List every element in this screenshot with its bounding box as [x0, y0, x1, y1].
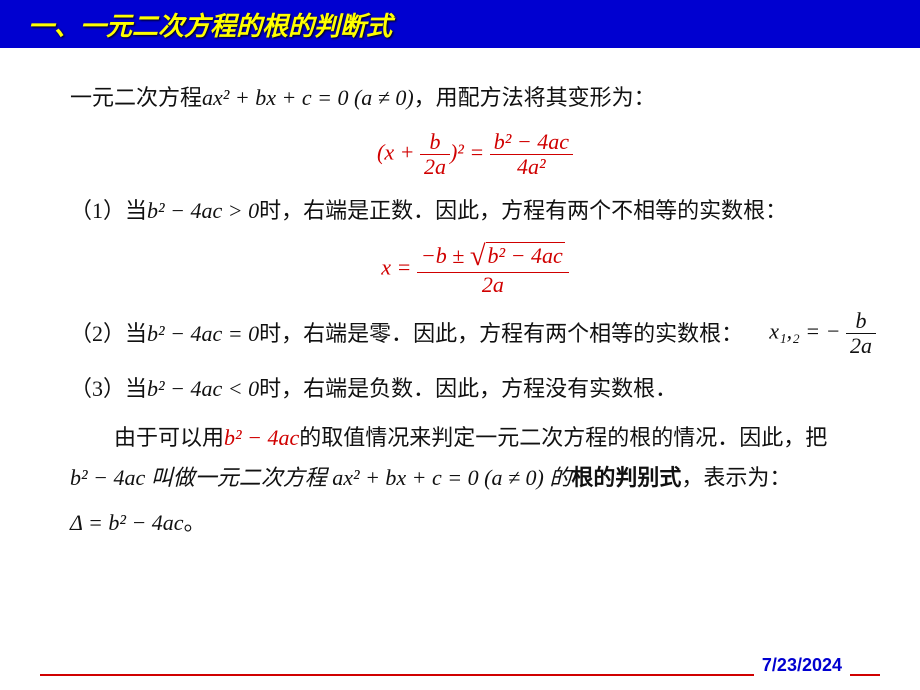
sqrt-icon: √	[470, 241, 486, 272]
roots-formula: x = −b ± √b² − 4ac 2a	[70, 241, 880, 298]
roots-num: −b ± √b² − 4ac	[417, 241, 569, 273]
cs-close: )² =	[450, 139, 484, 164]
delta-expr: Δ = b² − 4ac	[70, 510, 184, 535]
intro-prefix: 一元二次方程	[70, 85, 202, 110]
header-title: 一、一元二次方程的根的判断式	[28, 6, 392, 43]
summary-delta: Δ = b² − 4ac。	[70, 503, 880, 543]
header-bar: 一、一元二次方程的根的判断式	[0, 0, 920, 48]
cs-frac1: b 2a	[420, 130, 450, 179]
delta-period: 。	[184, 510, 206, 535]
cs-frac1-den: 2a	[420, 155, 450, 179]
intro-equation: ax² + bx + c = 0 (a ≠ 0)	[202, 85, 414, 110]
cs-frac2-den: 4a²	[490, 155, 573, 179]
slide-content: 一元二次方程ax² + bx + c = 0 (a ≠ 0)，用配方法将其变形为…	[0, 48, 920, 543]
roots-sqrt-body: b² − 4ac	[486, 242, 565, 268]
roots-xeq: x =	[381, 254, 411, 279]
case2-tail: 时，右端是零．因此，方程有两个相等的实数根：	[259, 321, 743, 346]
summary-p2-bold: 根的判别式	[571, 465, 681, 490]
cs-frac2-num: b² − 4ac	[490, 130, 573, 155]
case3-label: （3）当	[70, 376, 147, 401]
case1-cond: b² − 4ac > 0	[147, 198, 259, 223]
summary-p1b: 的取值情况来判定一元二次方程的根的情况．因此，把	[299, 425, 827, 450]
case3-cond: b² − 4ac < 0	[147, 376, 259, 401]
summary-p2b: ，表示为：	[681, 465, 791, 490]
case-3: （3）当b² − 4ac < 0时，右端是负数．因此，方程没有实数根．	[70, 369, 880, 409]
summary-p1a: 由于可以用	[114, 425, 224, 450]
case2-root-lhs: x₁,₂ = −	[769, 319, 840, 344]
case2-root-den: 2a	[846, 334, 876, 358]
case2-label: （2）当	[70, 321, 147, 346]
summary-p2a: b² − 4ac 叫做一元二次方程 ax² + bx + c = 0 (a ≠ …	[70, 465, 571, 490]
case1-tail: 时，右端是正数．因此，方程有两个不相等的实数根：	[259, 198, 787, 223]
case2-cond: b² − 4ac = 0	[147, 321, 259, 346]
summary-p2: b² − 4ac 叫做一元二次方程 ax² + bx + c = 0 (a ≠ …	[70, 458, 880, 498]
case1-label: （1）当	[70, 198, 147, 223]
case2-root: x₁,₂ = − b 2a	[769, 309, 880, 358]
case-1: （1）当b² − 4ac > 0时，右端是正数．因此，方程有两个不相等的实数根：	[70, 191, 880, 231]
intro-line: 一元二次方程ax² + bx + c = 0 (a ≠ 0)，用配方法将其变形为…	[70, 78, 880, 118]
case2-root-frac: b 2a	[846, 309, 876, 358]
roots-den: 2a	[417, 273, 569, 297]
footer-date: 7/23/2024	[754, 655, 850, 676]
intro-suffix: ，用配方法将其变形为：	[414, 85, 656, 110]
cs-frac1-num: b	[420, 130, 450, 155]
completing-square-formula: (x + b 2a )² = b² − 4ac 4a²	[70, 130, 880, 179]
summary-p1-red: b² − 4ac	[224, 425, 299, 450]
roots-num-prefix: −b ±	[421, 243, 470, 268]
roots-frac: −b ± √b² − 4ac 2a	[417, 241, 569, 298]
case2-root-num: b	[846, 309, 876, 334]
summary-p1: 由于可以用b² − 4ac的取值情况来判定一元二次方程的根的情况．因此，把	[70, 418, 880, 458]
cs-frac2: b² − 4ac 4a²	[490, 130, 573, 179]
case3-tail: 时，右端是负数．因此，方程没有实数根．	[259, 376, 677, 401]
case-2: （2）当b² − 4ac = 0时，右端是零．因此，方程有两个相等的实数根： x…	[70, 309, 880, 358]
summary: 由于可以用b² − 4ac的取值情况来判定一元二次方程的根的情况．因此，把 b²…	[70, 418, 880, 543]
cs-x: x +	[384, 139, 414, 164]
